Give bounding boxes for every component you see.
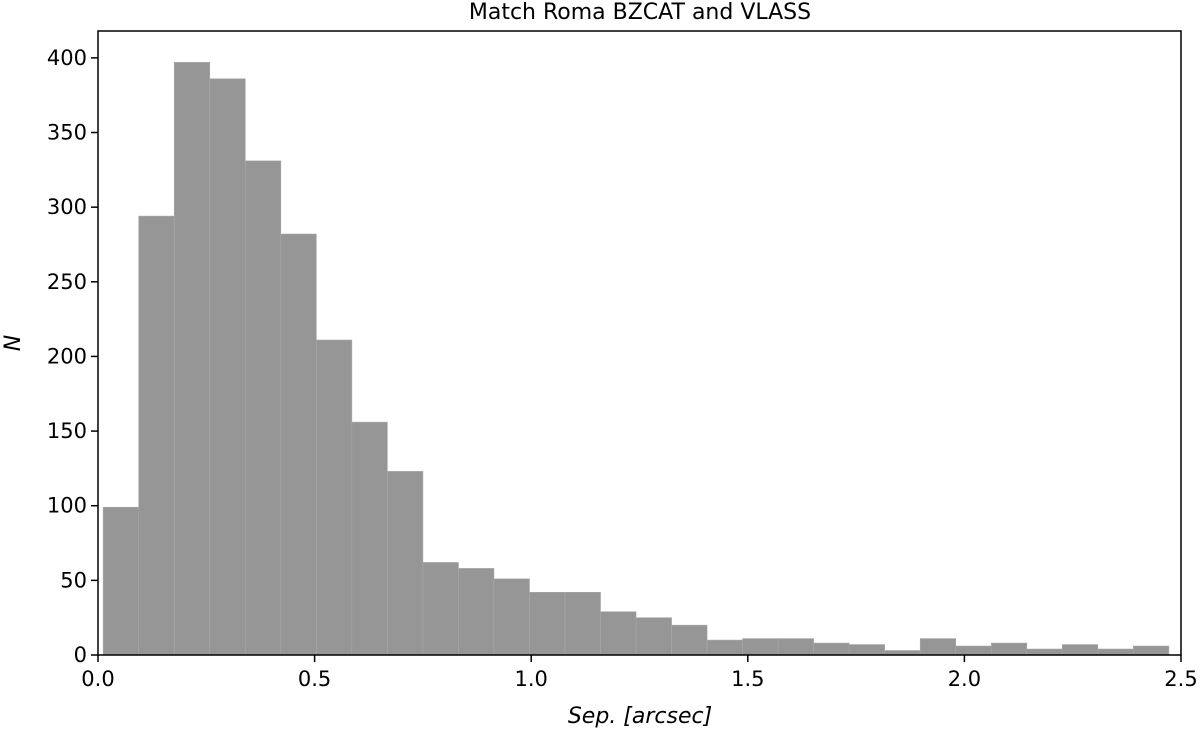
histogram-bar (919, 638, 957, 656)
y-tick-label: 250 (47, 270, 87, 294)
histogram-bar (671, 624, 708, 656)
histogram-bar (280, 233, 317, 656)
x-axis-label: Sep. [arcsec] (568, 704, 712, 729)
y-tick-label: 100 (47, 494, 87, 518)
histogram-bar (102, 506, 140, 656)
x-tick-label: 2.0 (948, 667, 981, 691)
histogram-bar (244, 160, 282, 656)
histogram-bar (777, 638, 814, 656)
histogram-bar (387, 471, 424, 656)
x-tick-label: 1.5 (731, 667, 764, 691)
histogram-bar (316, 339, 353, 656)
histogram-bar (209, 78, 246, 656)
histogram-bar (351, 421, 388, 656)
y-tick-label: 400 (47, 46, 87, 70)
histogram-bar (529, 592, 566, 656)
histogram-bars (102, 62, 1170, 656)
histogram-bar (1097, 648, 1134, 656)
histogram-bar (1062, 644, 1099, 656)
histogram-bar (1133, 645, 1170, 656)
x-tick-label: 1.0 (514, 667, 547, 691)
chart-title: Match Roma BZCAT and VLASS (469, 0, 811, 25)
histogram-bar (635, 617, 672, 656)
x-tick-label: 0.0 (81, 667, 114, 691)
plot-frame (97, 30, 1182, 656)
histogram-bar (706, 639, 743, 656)
y-axis: 0 50 100 150 200 250 300 350 400 (47, 46, 98, 667)
y-tick-label: 150 (47, 419, 87, 443)
y-tick-label: 300 (47, 195, 87, 219)
histogram-bar (813, 642, 850, 656)
histogram-bar (742, 638, 779, 656)
x-axis: 0.0 0.5 1.0 1.5 2.0 2.5 (81, 655, 1198, 691)
y-tick-label: 0 (74, 643, 87, 667)
histogram-bar (600, 611, 637, 656)
x-tick-label: 2.5 (1164, 667, 1197, 691)
y-tick-label: 50 (60, 568, 87, 592)
y-tick-label: 350 (47, 121, 87, 145)
histogram-bar (564, 592, 601, 656)
histogram-bar (458, 568, 495, 656)
y-axis-label: N (1, 335, 26, 351)
x-tick-label: 0.5 (298, 667, 331, 691)
histogram-bar (138, 215, 175, 656)
y-tick-label: 200 (47, 344, 87, 368)
histogram-bar (848, 644, 885, 656)
histogram-bar (493, 578, 530, 656)
histogram-bar (955, 645, 992, 656)
histogram-bar (990, 642, 1028, 656)
histogram-bar (422, 562, 459, 656)
histogram-bar (1026, 648, 1063, 656)
histogram-bar (173, 62, 211, 656)
